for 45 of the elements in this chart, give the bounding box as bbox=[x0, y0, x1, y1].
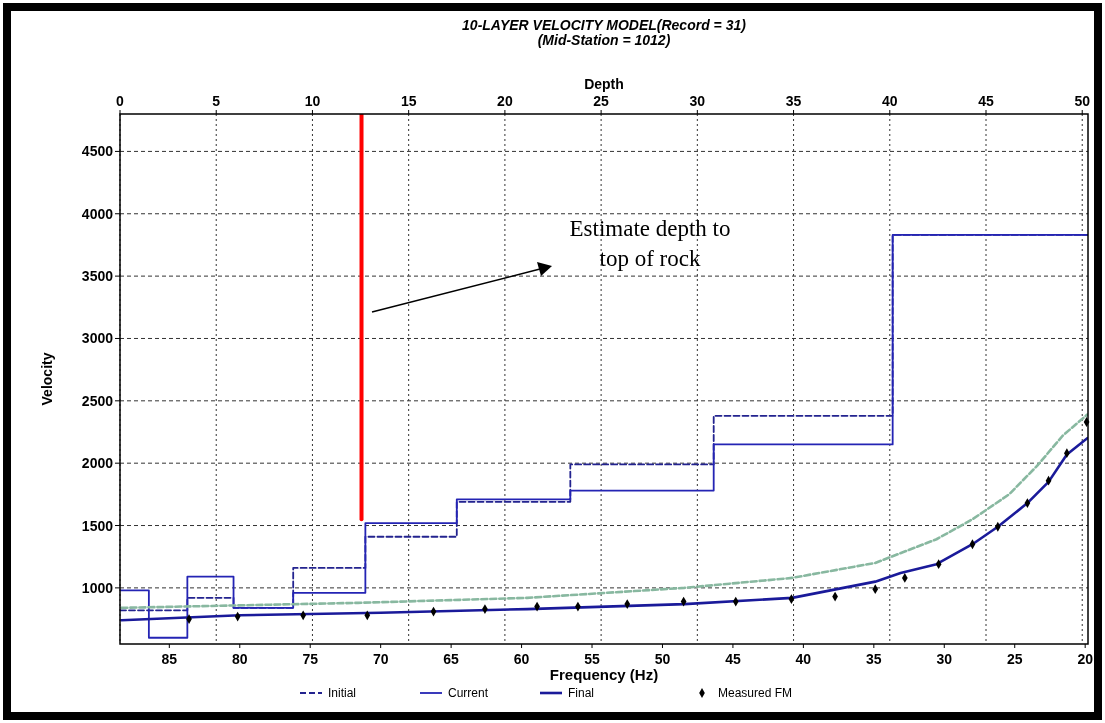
legend-label: Current bbox=[448, 686, 489, 700]
y-tick-label: 3500 bbox=[81, 268, 114, 285]
x-tick-label: 75 bbox=[302, 651, 319, 667]
x-tick-label: 40 bbox=[795, 651, 812, 667]
x-tick-label: 25 bbox=[1006, 651, 1023, 667]
x2-tick-label: 25 bbox=[593, 93, 610, 109]
x-tick-label: 35 bbox=[866, 651, 882, 667]
x-tick-label: 80 bbox=[231, 651, 248, 667]
annotation: Estimate depth to top of rock bbox=[569, 216, 731, 271]
x2-tick-label: 5 bbox=[212, 93, 221, 109]
y-tick-label: 2500 bbox=[81, 392, 114, 409]
x2-axis-title: Depth bbox=[584, 76, 624, 92]
x2-tick-label: 50 bbox=[1074, 93, 1091, 109]
y-tick-label: 4500 bbox=[81, 143, 114, 160]
y-tick-label: 3000 bbox=[81, 330, 114, 347]
x-tick-label: 20 bbox=[1077, 651, 1094, 667]
x2-tick-label: 30 bbox=[689, 93, 706, 109]
x-tick-label: 45 bbox=[725, 651, 741, 667]
y-tick-label: 1000 bbox=[81, 579, 114, 596]
x-tick-label: 55 bbox=[584, 651, 601, 667]
y-tick-label: 4000 bbox=[81, 205, 114, 222]
x2-tick-label: 15 bbox=[400, 93, 417, 109]
y-tick-label: 1500 bbox=[81, 517, 114, 534]
x-tick-label: 85 bbox=[161, 651, 178, 667]
line-series bbox=[120, 436, 1088, 622]
x2-tick-label: 10 bbox=[304, 93, 321, 109]
x2-tick-label: 35 bbox=[785, 93, 802, 109]
y-axis-title: Velocity bbox=[39, 352, 55, 406]
x-axis-title: Frequency (Hz) bbox=[549, 666, 659, 683]
x-tick-label: 65 bbox=[443, 651, 460, 667]
legend-label: Final bbox=[568, 686, 595, 700]
chart-title: 10-LAYER VELOCITY MODEL(Record = 31) bbox=[462, 17, 747, 33]
x-tick-label: 60 bbox=[513, 651, 530, 667]
x2-tick-label: 45 bbox=[978, 93, 994, 109]
chart-subtitle: (Mid-Station = 1012) bbox=[537, 32, 671, 48]
x2-tick-label: 0 bbox=[116, 93, 125, 109]
x-tick-label: 50 bbox=[654, 651, 671, 667]
legend-label: Measured FM bbox=[718, 686, 793, 700]
legend-label: Initial bbox=[328, 686, 357, 700]
y-tick-label: 2000 bbox=[81, 455, 114, 472]
x-tick-label: 30 bbox=[936, 651, 953, 667]
x2-tick-label: 40 bbox=[881, 93, 898, 109]
x2-tick-label: 20 bbox=[497, 93, 513, 109]
line-series bbox=[120, 413, 1088, 610]
x-tick-label: 70 bbox=[372, 651, 389, 667]
